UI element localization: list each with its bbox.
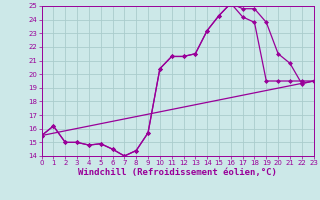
X-axis label: Windchill (Refroidissement éolien,°C): Windchill (Refroidissement éolien,°C) xyxy=(78,168,277,177)
